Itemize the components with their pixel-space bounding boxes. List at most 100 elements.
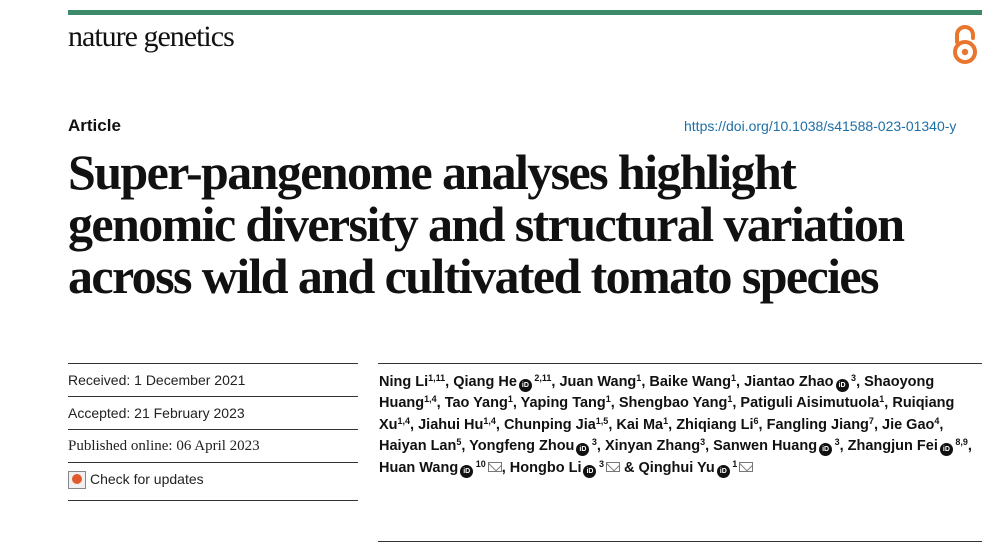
- affiliation-superscript: 1,5: [595, 415, 609, 426]
- author-label: Yaping Tang: [520, 395, 606, 412]
- author-label: Jiahui Hu: [418, 416, 484, 433]
- author-name[interactable]: Sanwen Huang iD 3: [713, 437, 840, 457]
- affiliation-superscript: 4: [934, 415, 940, 426]
- author-label: Jiantao Zhao: [744, 374, 834, 390]
- author-label: Juan Wang: [559, 374, 637, 390]
- mail-icon[interactable]: [605, 461, 620, 472]
- check-updates-label: Check for updates: [90, 471, 204, 487]
- journal-name[interactable]: nature genetics: [68, 20, 235, 53]
- author-name[interactable]: Kai Ma1: [616, 415, 669, 433]
- affiliation-superscript: 7: [868, 415, 874, 426]
- author-name[interactable]: Ning Li1,11: [379, 373, 446, 391]
- article-type-label: Article: [68, 116, 121, 135]
- title-line: across wild and cultivated tomato specie…: [68, 248, 879, 304]
- author-label: Patiguli Aisimutuola: [740, 395, 880, 412]
- affiliation-superscript: 3: [596, 458, 604, 469]
- orcid-icon[interactable]: iD: [819, 443, 833, 457]
- affiliation-superscript: 6: [753, 415, 759, 426]
- mail-icon[interactable]: [739, 461, 754, 472]
- author-name[interactable]: Qinghui Yu iD 1: [638, 458, 754, 478]
- affiliation-superscript: 1: [605, 394, 611, 405]
- author-name[interactable]: Jiahui Hu1,4: [418, 415, 496, 433]
- affiliation-superscript: 3: [700, 437, 706, 448]
- author-label: Huan Wang: [379, 459, 459, 476]
- author-name[interactable]: Zhiqiang Li6: [676, 415, 759, 433]
- author-name[interactable]: Hongbo Li iD 3: [509, 458, 620, 478]
- author-label: Xinyan Zhang: [604, 438, 701, 455]
- author-label: Yongfeng Zhou: [469, 438, 575, 455]
- affiliation-superscript: 1,4: [424, 394, 437, 405]
- author-label: Kai Ma: [616, 416, 664, 433]
- affiliation-superscript: 2,11: [531, 373, 552, 383]
- divider: [378, 541, 982, 542]
- author-label: Sanwen Huang: [713, 438, 818, 455]
- received-date: Received: 1 December 2021: [68, 363, 358, 396]
- author-label: Ning Li: [379, 374, 429, 390]
- affiliation-superscript: 10: [473, 458, 486, 469]
- journal-brand-bar: [68, 10, 982, 15]
- affiliation-superscript: 5: [456, 437, 462, 448]
- author-name[interactable]: Chunping Jia1,5: [503, 415, 609, 433]
- affiliation-superscript: 1,4: [397, 415, 411, 426]
- author-name[interactable]: Xinyan Zhang3: [604, 437, 706, 455]
- affiliation-superscript: 1: [731, 373, 737, 383]
- author-label: Baike Wang: [649, 374, 732, 390]
- mail-icon[interactable]: [487, 461, 502, 472]
- affiliation-superscript: 1: [727, 394, 733, 405]
- author-label: Qinghui Yu: [638, 459, 715, 476]
- open-access-icon: [953, 25, 977, 64]
- published-date: Published online: 06 April 2023: [68, 429, 358, 462]
- author-name[interactable]: Baike Wang1: [649, 373, 737, 391]
- affiliation-superscript: 8,9: [952, 437, 968, 448]
- orcid-icon[interactable]: iD: [835, 379, 849, 392]
- orcid-icon[interactable]: iD: [460, 464, 474, 478]
- author-name[interactable]: Zhangjun Fei iD 8,9: [847, 437, 968, 457]
- author-name[interactable]: Huan Wang iD 10: [379, 458, 502, 478]
- author-name[interactable]: Fangling Jiang7: [767, 415, 874, 433]
- author-name[interactable]: Shaoyong Huang1,4: [379, 374, 934, 411]
- author-name[interactable]: Ruiqiang Xu1,4: [379, 395, 954, 432]
- author-label: Ruiqiang Xu: [379, 395, 955, 433]
- author-label: Haiyan Lan: [379, 438, 457, 455]
- author-name[interactable]: Qiang He iD 2,11: [453, 373, 552, 392]
- affiliation-superscript: 1: [636, 373, 642, 383]
- author-name[interactable]: Tao Yang1: [444, 394, 513, 412]
- affiliation-superscript: 1,11: [428, 373, 446, 383]
- orcid-icon[interactable]: iD: [583, 464, 597, 478]
- divider: [378, 363, 982, 364]
- affiliation-superscript: 1: [507, 394, 513, 405]
- title-line: Super-pangenome analyses highlight: [68, 144, 797, 200]
- article-history: Received: 1 December 2021 Accepted: 21 F…: [68, 363, 358, 501]
- doi-link[interactable]: https://doi.org/10.1038/s41588-023-01340…: [684, 118, 957, 134]
- article-title: Super-pangenome analyses highlight genom…: [68, 146, 968, 302]
- check-updates-icon: [68, 471, 86, 489]
- affiliation-superscript: 3: [848, 373, 857, 383]
- author-label: Chunping Jia: [503, 416, 596, 433]
- affiliation-superscript: 1,4: [483, 415, 496, 426]
- author-name[interactable]: Haiyan Lan5: [379, 437, 462, 455]
- author-name[interactable]: Jie Gao4: [882, 415, 940, 433]
- affiliation-superscript: 3: [832, 437, 840, 448]
- affiliation-superscript: 1: [663, 415, 669, 426]
- author-name[interactable]: Jiantao Zhao iD 3: [744, 373, 857, 392]
- author-label: Zhiqiang Li: [676, 416, 754, 433]
- author-name[interactable]: Yaping Tang1: [520, 394, 611, 412]
- orcid-icon[interactable]: iD: [518, 379, 532, 392]
- author-label: Tao Yang: [444, 395, 508, 412]
- author-name[interactable]: Yongfeng Zhou iD 3: [469, 437, 597, 457]
- author-label: Qiang He: [453, 374, 517, 390]
- affiliation-superscript: 1: [729, 458, 738, 469]
- orcid-icon[interactable]: iD: [939, 443, 953, 457]
- author-label: Hongbo Li: [509, 459, 582, 476]
- affiliation-superscript: 1: [879, 394, 885, 405]
- orcid-icon[interactable]: iD: [576, 443, 590, 457]
- orcid-icon[interactable]: iD: [716, 464, 730, 478]
- author-list: Ning Li1,11, Qiang He iD 2,11, Juan Wang1…: [379, 373, 972, 478]
- author-name[interactable]: Patiguli Aisimutuola1: [740, 394, 885, 412]
- affiliation-superscript: 3: [589, 437, 597, 448]
- author-label: Zhangjun Fei: [847, 438, 938, 455]
- author-name[interactable]: Shengbao Yang1: [618, 394, 733, 412]
- author-name[interactable]: Juan Wang1: [559, 373, 642, 391]
- author-label: Shengbao Yang: [618, 395, 728, 412]
- check-updates-button[interactable]: Check for updates: [68, 462, 358, 501]
